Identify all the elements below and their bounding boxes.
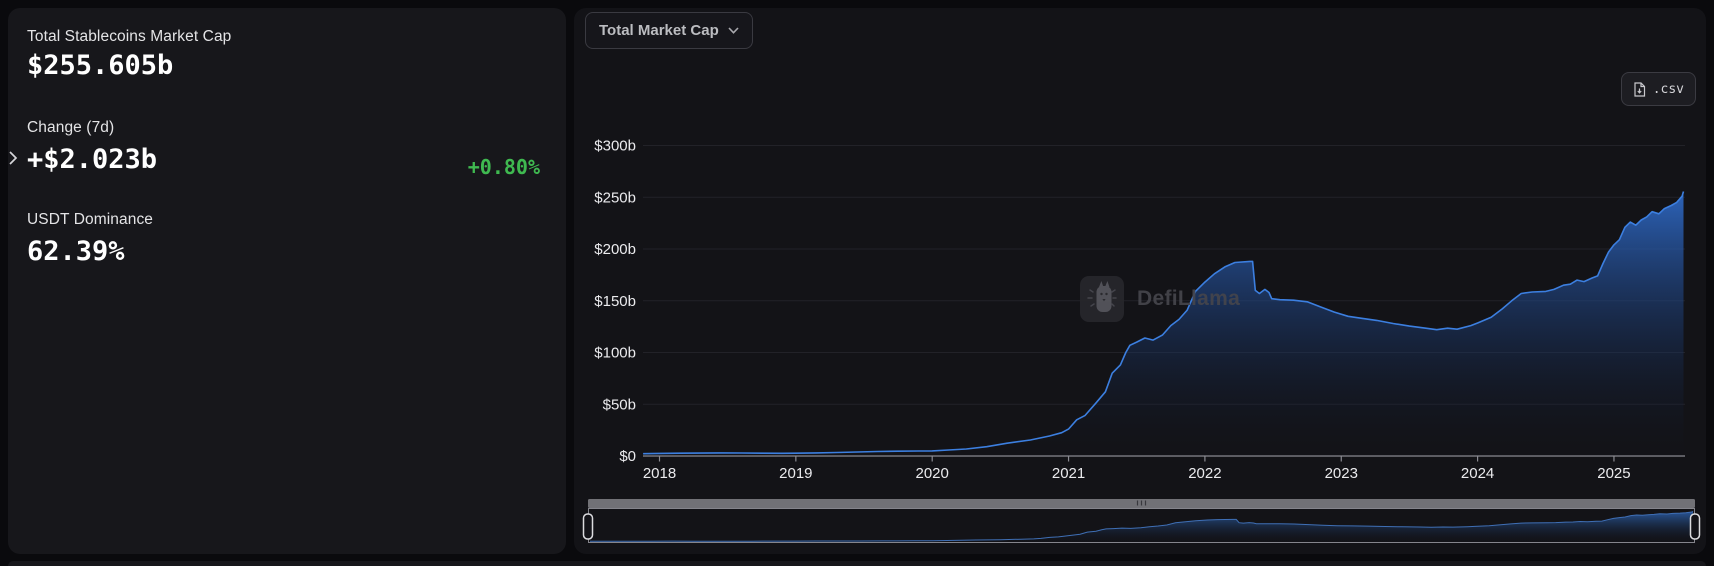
- market-cap-label: Total Stablecoins Market Cap: [27, 28, 232, 45]
- x-axis-label: 2018: [643, 465, 676, 482]
- x-axis-label: 2022: [1188, 465, 1221, 482]
- dropdown-label: Total Market Cap: [599, 22, 719, 39]
- brush-mini-area: [590, 511, 1693, 542]
- chevron-right-icon: [9, 151, 18, 165]
- dominance-value: 62.39%: [27, 236, 125, 267]
- x-axis-label: 2020: [916, 465, 949, 482]
- x-axis-label: 2025: [1597, 465, 1630, 482]
- x-axis-label: 2024: [1461, 465, 1494, 482]
- y-axis-label: $0: [619, 448, 636, 465]
- download-csv-button[interactable]: .csv: [1620, 72, 1696, 106]
- change-value: +$2.023b: [27, 144, 158, 175]
- chart-type-dropdown[interactable]: Total Market Cap: [585, 12, 753, 49]
- chart-panel: Total Market Cap .csv: [574, 8, 1706, 554]
- x-axis-label: 2021: [1052, 465, 1085, 482]
- x-axis-label: 2019: [779, 465, 812, 482]
- market-cap-area-fill: [643, 191, 1684, 456]
- market-cap-value: $255.605b: [27, 50, 174, 81]
- chevron-down-icon: [728, 27, 739, 34]
- y-axis-label: $100b: [594, 345, 636, 362]
- x-axis-label: 2023: [1325, 465, 1358, 482]
- market-cap-area-chart: $0 $50b $100b $150b $200b $250b $300b 2018 2019 2…: [582, 138, 1701, 543]
- y-axis-label: $50b: [603, 396, 636, 413]
- brush-handle-right[interactable]: [1689, 513, 1701, 540]
- brush-handle-left[interactable]: [582, 513, 594, 540]
- csv-button-label: .csv: [1652, 81, 1684, 97]
- brush-mini-line: [590, 511, 1694, 542]
- change-percent-badge: +0.80%: [467, 155, 540, 179]
- dominance-label: USDT Dominance: [27, 211, 154, 228]
- market-cap-line: [643, 191, 1685, 455]
- change-label: Change (7d): [27, 119, 115, 136]
- y-axis-label: $300b: [594, 138, 636, 155]
- expand-change-button[interactable]: [4, 148, 22, 170]
- y-axis-label: $250b: [594, 189, 636, 206]
- stats-panel: Total Stablecoins Market Cap $255.605b C…: [8, 8, 566, 554]
- y-axis-label: $150b: [594, 293, 636, 310]
- next-section-card-edge: [8, 561, 1706, 566]
- y-axis-label: $200b: [594, 241, 636, 258]
- file-download-icon: [1634, 81, 1645, 97]
